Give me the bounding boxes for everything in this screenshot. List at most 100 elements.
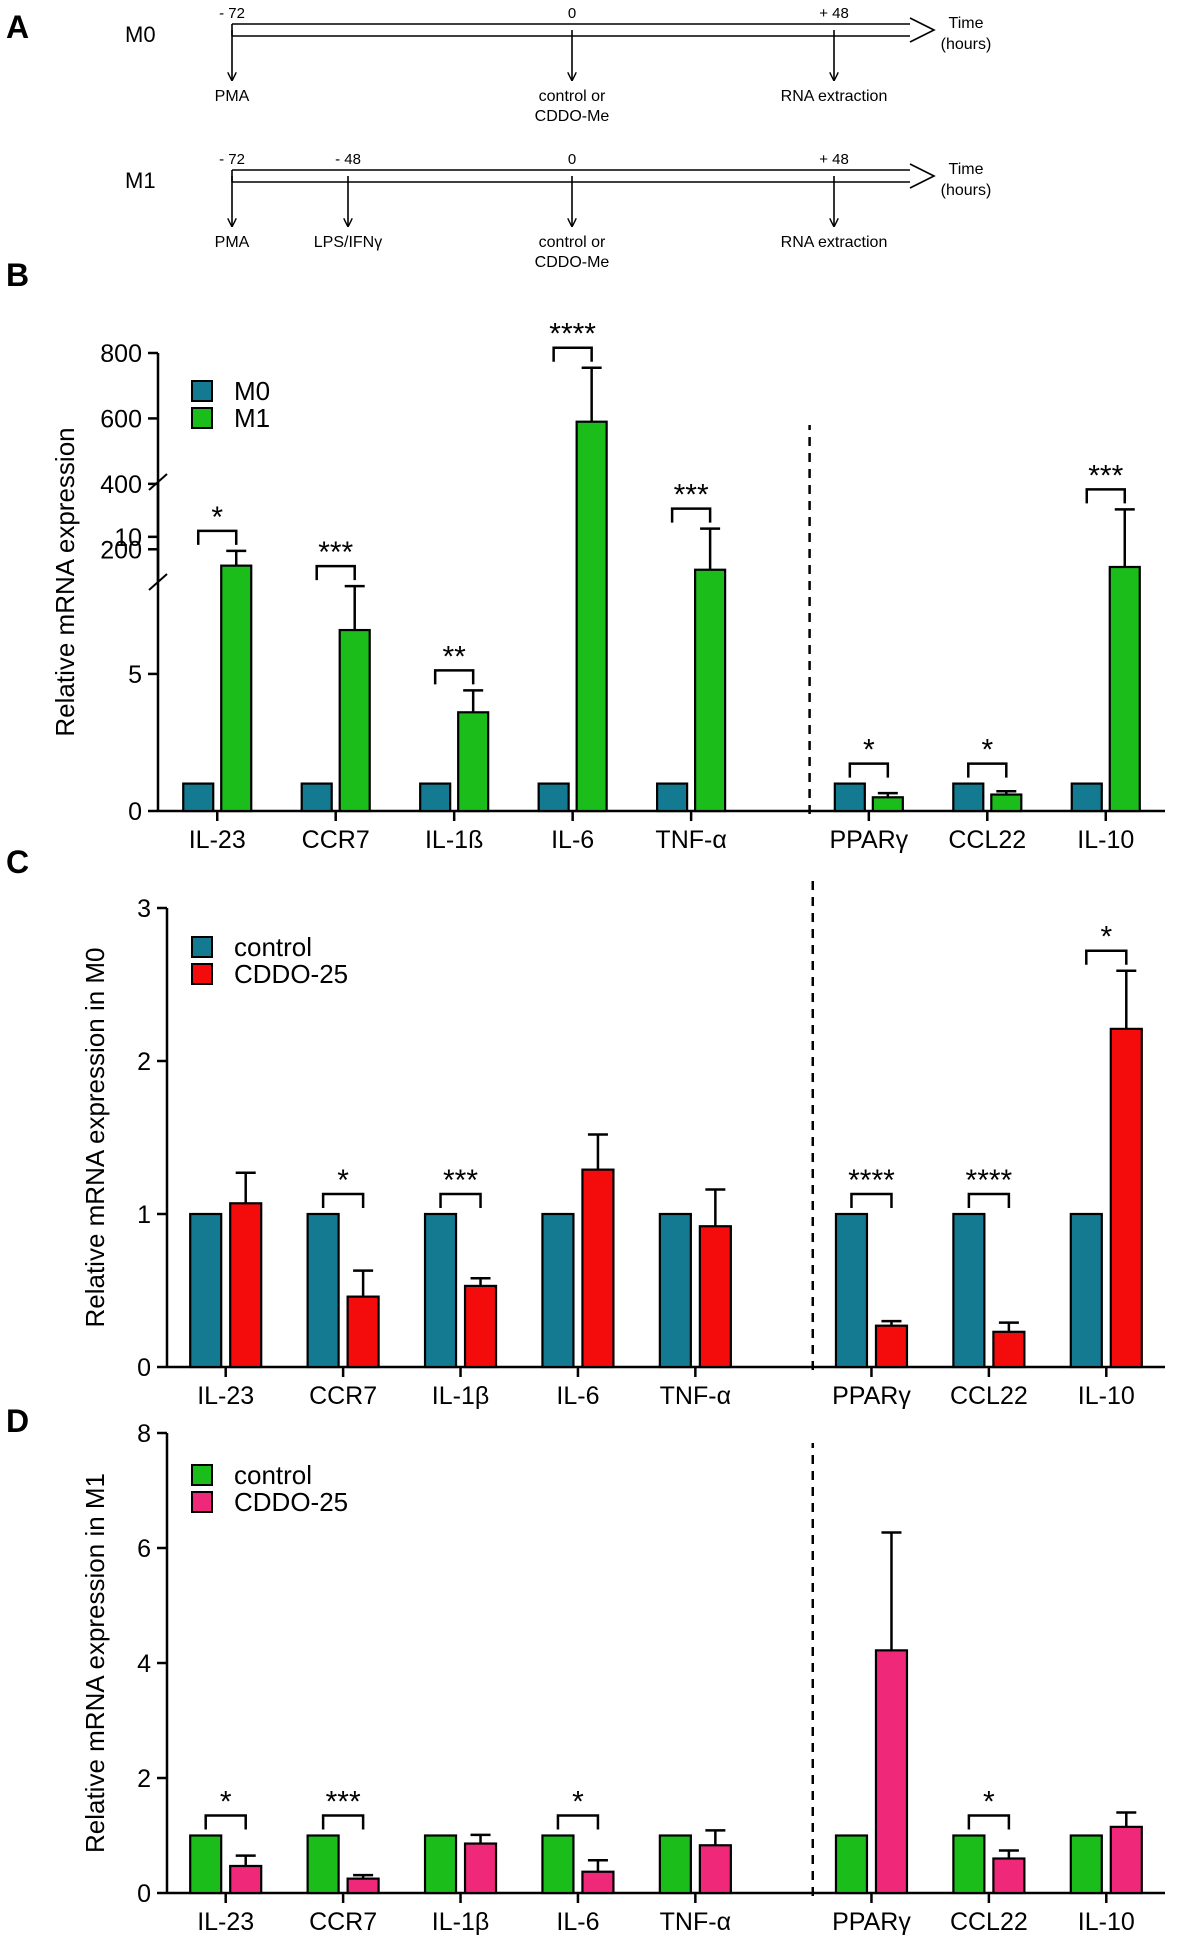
y-tick-label: 2 [137,1765,151,1793]
tick-time: + 48 [819,5,849,22]
bar-m1 [220,564,253,813]
time-label: (hours) [941,36,992,53]
significance-bracket [552,346,593,362]
significance-label: **** [549,318,596,351]
x-tick-label: IL-6 [556,1908,599,1936]
bar-cddo-25 [992,1857,1026,1895]
x-tick-label: IL-10 [1078,1382,1135,1410]
bar-control [834,1212,869,1369]
tick-time: 0 [568,5,576,22]
x-tick-label: IL-23 [197,1382,254,1410]
tick-time: 0 [568,151,576,168]
bar-m1 [575,420,608,813]
event-label: RNA extraction [781,88,888,105]
x-tick-label: IL-6 [556,1382,599,1410]
timeline-arrowhead [909,163,936,189]
panel-letter: B [6,257,29,293]
legend-label: M1 [234,403,270,433]
significance-bracket [556,1814,600,1830]
y-axis-label: Relative mRNA expression in M0 [80,947,110,1327]
bar-control [541,1834,575,1895]
bar-cddo-25 [463,1284,498,1369]
bar-m0 [656,782,689,813]
bar-control [658,1212,692,1369]
bar-m1 [694,568,727,813]
significance-bracket [1085,488,1127,504]
bar-m0 [537,782,570,813]
x-tick-label: TNF-α [660,1382,731,1410]
significance-bracket [967,762,1008,778]
panel-a-timeline: M0 Time (hours) - 72 PMA 0 control or CDDO-Me + … [125,5,991,271]
bar-control [1069,1834,1103,1895]
event-label: control or [539,234,606,251]
x-tick-label: PPARγ [829,826,908,854]
y-tick-label: 6 [137,1535,151,1563]
bar-cddo-25 [229,1864,263,1895]
bar-control [1069,1212,1103,1369]
significance-label: * [1100,921,1112,954]
bar-m0 [419,782,452,813]
bar-cddo-25 [581,1168,615,1369]
bar-control [952,1834,986,1895]
event-label: RNA extraction [781,234,888,251]
y-tick-label: 600 [100,405,142,433]
y-tick-label: 400 [100,471,142,499]
significance-label: *** [674,479,709,512]
time-label: Time [949,15,984,32]
x-tick-label: PPARγ [832,1908,911,1936]
legend-swatch [191,963,213,985]
significance-label: ** [442,640,466,673]
x-tick-label: IL-1β [432,1382,489,1410]
bar-m0 [300,782,333,813]
bar-control [834,1834,869,1895]
bar-m0 [952,782,985,813]
bar-cddo-25 [698,1844,732,1895]
x-tick-label: IL-1ß [425,826,483,854]
significance-bracket [204,1814,247,1830]
tick-time: + 48 [819,151,849,168]
bar-control [306,1834,340,1895]
x-tick-label: CCL22 [948,826,1026,854]
significance-label: * [981,734,993,767]
significance-bracket [848,762,890,778]
y-tick-label: 3 [137,895,151,923]
legend-swatch [191,380,213,402]
significance-bracket [1085,949,1128,965]
legend-swatch [191,1464,213,1486]
bar-control [952,1212,986,1369]
bar-cddo-25 [346,1877,380,1895]
bar-cddo-25 [581,1870,615,1895]
event-label: CDDO-Me [535,108,610,125]
legend-swatch [191,407,213,429]
timeline-arrowhead [909,17,936,43]
x-tick-label: CCR7 [309,1908,377,1936]
x-tick-label: TNF-α [660,1908,731,1936]
x-tick-label: CCR7 [309,1382,377,1410]
bar-control [189,1834,223,1895]
bar-cddo-25 [463,1842,498,1895]
panel-c-chart: C 0 1 2 3 Relative mRNA expression in M0 IL-23… [6,844,1165,1410]
bar-control [189,1212,223,1369]
bar-control [658,1834,692,1895]
y-tick-label: 1 [137,1201,151,1229]
significance-bracket [439,1192,482,1208]
significance-label: *** [318,536,353,569]
significance-label: * [211,501,223,534]
significance-bracket [967,1192,1011,1208]
bar-control [306,1212,340,1369]
event-label: LPS/IFNγ [314,234,382,251]
bar-control [423,1212,458,1369]
event-label: PMA [215,88,250,105]
legend-label: control [234,1460,312,1490]
significance-label: *** [443,1164,478,1197]
significance-bracket [196,529,238,545]
x-tick-label: IL-23 [189,826,246,854]
event-label: PMA [215,234,250,251]
y-axis-label: Relative mRNA expression in M1 [80,1473,110,1853]
bar-cddo-25 [1109,1027,1143,1369]
x-tick-label: IL-10 [1078,1908,1135,1936]
y-tick-label: 2 [137,1048,151,1076]
x-tick-label: IL-10 [1077,826,1134,854]
event-label: control or [539,88,606,105]
